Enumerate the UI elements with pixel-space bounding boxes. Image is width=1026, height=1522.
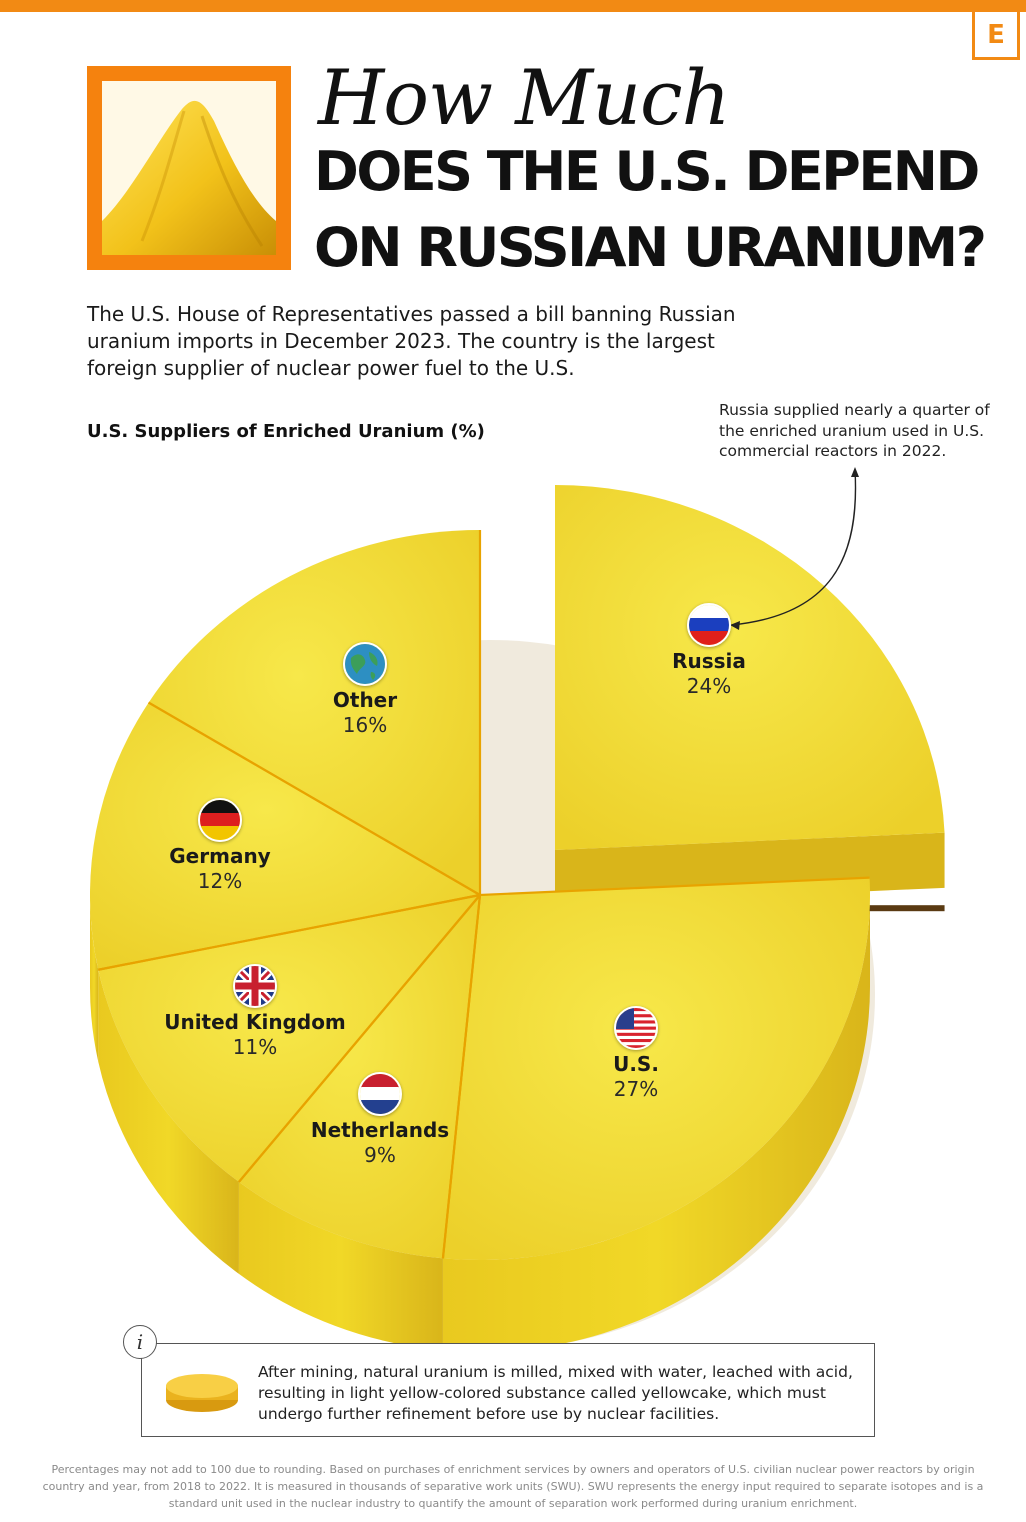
uk-flag-icon bbox=[233, 964, 277, 1008]
pie-side-germany bbox=[90, 895, 99, 1062]
pie-side-netherlands bbox=[238, 1181, 443, 1351]
slice-name: Germany bbox=[169, 844, 271, 868]
yellowcake-pellet-icon bbox=[166, 1374, 238, 1412]
slice-value: 27% bbox=[613, 1077, 659, 1101]
slice-label-netherlands: Netherlands 9% bbox=[311, 1118, 449, 1168]
slice-value: 12% bbox=[197, 869, 243, 893]
pie-slice-united-kingdom bbox=[98, 895, 481, 1182]
pie-slice-russia bbox=[555, 485, 945, 850]
pie-slice-other bbox=[148, 530, 480, 895]
slice-value: 9% bbox=[364, 1143, 396, 1167]
pie-slice-germany bbox=[90, 702, 480, 970]
title-script-line: How Much bbox=[318, 53, 731, 142]
brand-logo: E bbox=[972, 12, 1020, 60]
pie-slice-u-s- bbox=[442, 877, 870, 1260]
yellowcake-pile-image bbox=[102, 81, 276, 255]
pie-side-u-s- bbox=[442, 895, 870, 1353]
info-icon: i bbox=[123, 1325, 157, 1359]
callout-arrow bbox=[730, 467, 859, 630]
slice-label-germany: Germany 12% bbox=[169, 844, 270, 894]
chart-title: U.S. Suppliers of Enriched Uranium (%) bbox=[87, 421, 485, 442]
pie-dividers bbox=[98, 530, 870, 1259]
russia-callout-note: Russia supplied nearly a quarter of the … bbox=[719, 401, 990, 460]
slice-name: Netherlands bbox=[310, 1118, 450, 1142]
slice-name: United Kingdom bbox=[164, 1010, 346, 1034]
pie-divider-line bbox=[98, 893, 481, 971]
yellowcake-image-frame bbox=[87, 66, 291, 270]
slice-name: Russia bbox=[672, 649, 746, 673]
slice-name: U.S. bbox=[613, 1052, 659, 1076]
slice-label-other: Other 16% bbox=[333, 688, 397, 738]
title-line-1: DOES THE U.S. DEPEND bbox=[314, 140, 980, 203]
slice-value: 11% bbox=[232, 1035, 278, 1059]
slice-label-u-s-: U.S. 27% bbox=[613, 1052, 659, 1102]
slice-label-russia: Russia 24% bbox=[672, 649, 746, 699]
globe-icon bbox=[343, 642, 387, 686]
slice-label-united-kingdom: United Kingdom 11% bbox=[164, 1010, 346, 1060]
netherlands-flag-icon bbox=[358, 1072, 402, 1116]
pie-side-united-kingdom bbox=[98, 969, 239, 1274]
info-text: After mining, natural uranium is milled,… bbox=[258, 1363, 853, 1423]
pie-divider-line bbox=[441, 894, 482, 1259]
slice-value: 24% bbox=[686, 674, 732, 698]
russia-flag-icon bbox=[687, 603, 731, 647]
top-accent-bar bbox=[0, 0, 1026, 12]
intro-paragraph: The U.S. House of Representatives passed… bbox=[87, 302, 736, 380]
pie-divider-line bbox=[479, 876, 870, 897]
info-box: After mining, natural uranium is milled,… bbox=[141, 1343, 875, 1437]
pie-slice-netherlands bbox=[238, 895, 480, 1259]
pie-divider-line bbox=[148, 701, 481, 896]
title-line-2: ON RUSSIAN URANIUM? bbox=[314, 216, 987, 279]
slice-value: 16% bbox=[342, 713, 388, 737]
pie-body bbox=[90, 485, 945, 1353]
slice-name: Other bbox=[332, 688, 398, 712]
pie-divider-line bbox=[238, 894, 481, 1183]
germany-flag-icon bbox=[198, 798, 242, 842]
footnote: Percentages may not add to 100 due to ro… bbox=[42, 1463, 984, 1510]
usa-flag-icon bbox=[614, 1006, 658, 1050]
